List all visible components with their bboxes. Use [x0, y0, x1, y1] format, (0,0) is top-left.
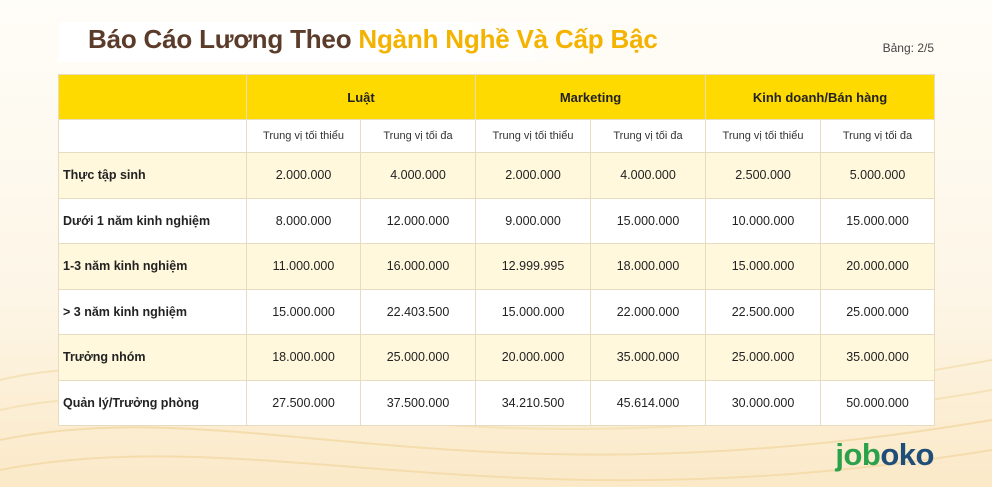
table-cell: 15.000.000 [705, 243, 822, 290]
table-number: Bảng: 2/5 [882, 41, 934, 55]
table-cell: 45.614.000 [590, 379, 707, 426]
group-header-sales: Kinh doanh/Bán hàng [705, 74, 936, 120]
table-cell: 37.500.000 [359, 379, 477, 426]
table-cell: 2.500.000 [705, 152, 822, 199]
table-cell: 15.000.000 [246, 288, 361, 335]
sub-header-blank [58, 119, 247, 153]
group-header-row: Luật Marketing Kinh doanh/Bán hàng [58, 74, 936, 120]
title-band [58, 22, 618, 62]
sub-header: Trung vị tối thiểu [246, 119, 361, 153]
table-cell: 8.000.000 [246, 197, 361, 244]
sub-header: Trung vị tối thiểu [475, 119, 592, 153]
table-cell: 11.000.000 [246, 243, 361, 290]
row-label: 1-3 năm kinh nghiệm [58, 243, 247, 290]
salary-table: Luật Marketing Kinh doanh/Bán hàng Trung… [58, 74, 936, 426]
table-cell: 15.000.000 [475, 288, 592, 335]
table-cell: 5.000.000 [820, 152, 936, 199]
table-cell: 34.210.500 [475, 379, 592, 426]
table-cell: 9.000.000 [475, 197, 592, 244]
row-label: Dưới 1 năm kinh nghiệm [58, 197, 247, 244]
table-cell: 4.000.000 [359, 152, 477, 199]
table-cell: 4.000.000 [590, 152, 707, 199]
table-cell: 15.000.000 [820, 197, 936, 244]
row-label: Trưởng nhóm [58, 334, 247, 381]
table-cell: 25.000.000 [820, 288, 936, 335]
table-cell: 2.000.000 [246, 152, 361, 199]
table-cell: 22.403.500 [359, 288, 477, 335]
title-highlight: Ngành Nghề Và Cấp Bậc [358, 24, 658, 54]
sub-header: Trung vị tối đa [820, 119, 936, 153]
table-cell: 35.000.000 [820, 334, 936, 381]
sub-header: Trung vị tối đa [590, 119, 707, 153]
row-label: Thực tập sinh [58, 152, 247, 199]
table-cell: 20.000.000 [475, 334, 592, 381]
row-label: > 3 năm kinh nghiệm [58, 288, 247, 335]
table-cell: 50.000.000 [820, 379, 936, 426]
joboko-logo: joboko [835, 437, 934, 472]
table-cell: 18.000.000 [246, 334, 361, 381]
sub-header-row: Trung vị tối thiểu Trung vị tối đa Trung… [58, 119, 936, 153]
table-row: Quản lý/Trưởng phòng 27.500.000 37.500.0… [58, 379, 936, 426]
table-cell: 25.000.000 [705, 334, 822, 381]
group-header-marketing: Marketing [475, 74, 707, 120]
table-row: 1-3 năm kinh nghiệm 11.000.000 16.000.00… [58, 243, 936, 290]
table-cell: 2.000.000 [475, 152, 592, 199]
group-header-law: Luật [245, 74, 477, 120]
table-cell: 22.500.000 [705, 288, 822, 335]
table-row: Trưởng nhóm 18.000.000 25.000.000 20.000… [58, 334, 936, 381]
sub-header: Trung vị tối thiểu [705, 119, 822, 153]
table-cell: 27.500.000 [246, 379, 361, 426]
table-cell: 10.000.000 [705, 197, 822, 244]
table-row: Thực tập sinh 2.000.000 4.000.000 2.000.… [58, 152, 936, 199]
sub-header: Trung vị tối đa [359, 119, 477, 153]
table-cell: 35.000.000 [590, 334, 707, 381]
table-cell: 18.000.000 [590, 243, 707, 290]
table-row: Dưới 1 năm kinh nghiệm 8.000.000 12.000.… [58, 197, 936, 244]
table-cell: 20.000.000 [820, 243, 936, 290]
table-cell: 22.000.000 [590, 288, 707, 335]
table-row: > 3 năm kinh nghiệm 15.000.000 22.403.50… [58, 288, 936, 335]
table-cell: 16.000.000 [359, 243, 477, 290]
table-cell: 15.000.000 [590, 197, 707, 244]
table-cell: 12.999.995 [475, 243, 592, 290]
table-cell: 30.000.000 [705, 379, 822, 426]
row-label: Quản lý/Trưởng phòng [58, 379, 247, 426]
table-cell: 25.000.000 [359, 334, 477, 381]
corner-cell [58, 74, 247, 120]
page-title: Báo Cáo Lương Theo Ngành Nghề Và Cấp Bậc [88, 24, 658, 54]
table-cell: 12.000.000 [359, 197, 477, 244]
